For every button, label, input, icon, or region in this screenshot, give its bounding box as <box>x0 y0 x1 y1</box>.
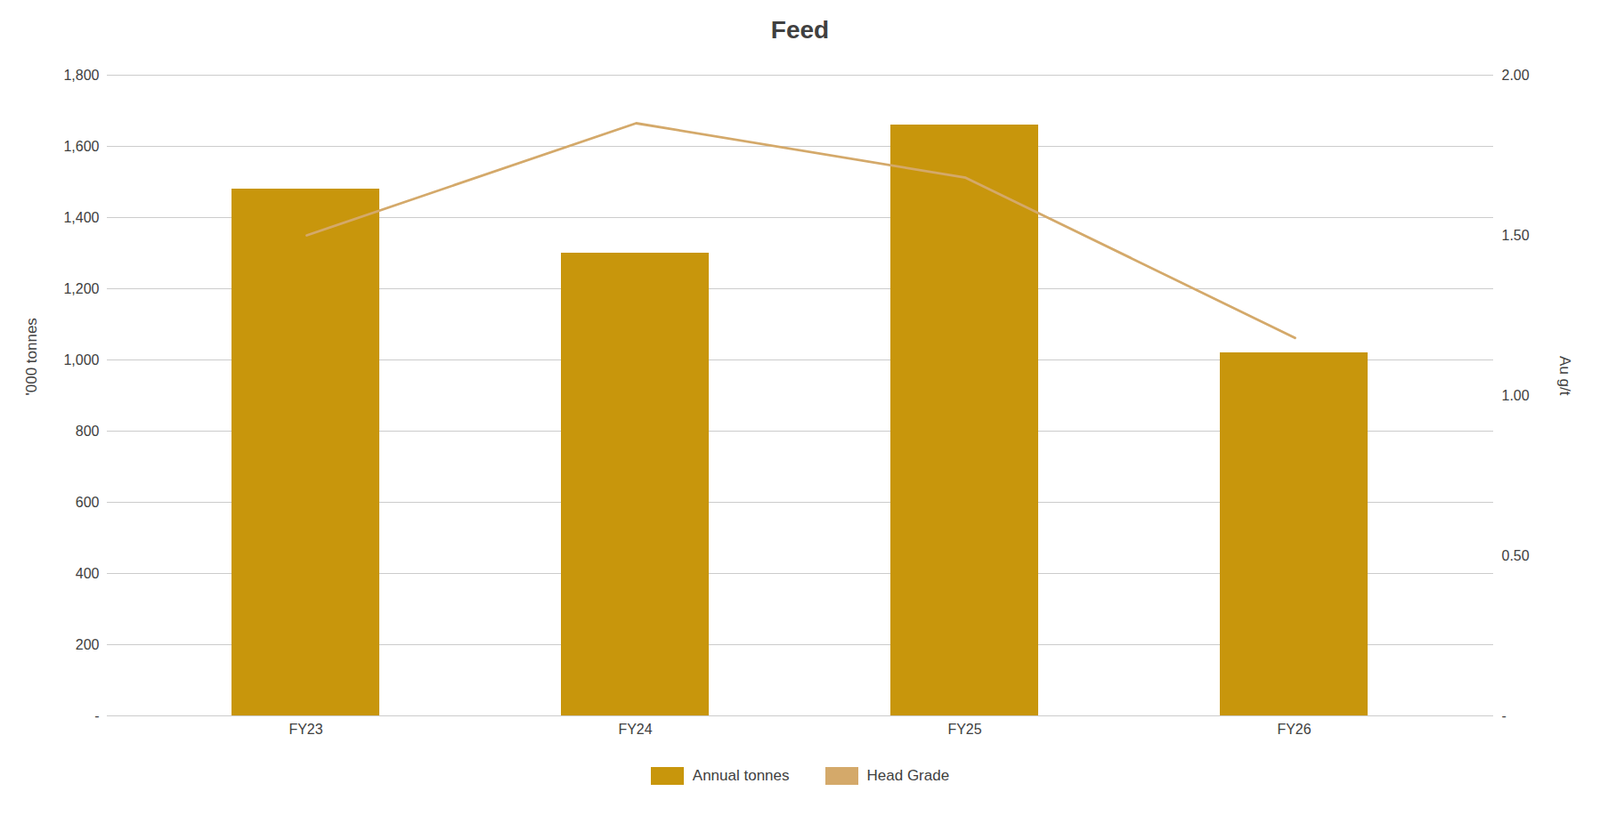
svg-text:FY23: FY23 <box>288 722 323 738</box>
svg-text:1.00: 1.00 <box>1502 388 1530 404</box>
svg-text:'000 tonnes: '000 tonnes <box>23 317 41 396</box>
svg-text:1.50: 1.50 <box>1502 227 1530 244</box>
svg-text:Au g/t: Au g/t <box>1556 356 1574 397</box>
svg-text:600: 600 <box>75 495 100 511</box>
svg-text:800: 800 <box>75 423 100 439</box>
svg-text:FY25: FY25 <box>947 722 982 738</box>
svg-text:1,000: 1,000 <box>63 352 99 368</box>
svg-text:1,600: 1,600 <box>63 138 99 155</box>
svg-text:-: - <box>1502 708 1507 724</box>
svg-text:1,400: 1,400 <box>63 210 99 226</box>
svg-text:0.50: 0.50 <box>1502 548 1530 564</box>
svg-text:200: 200 <box>75 637 100 653</box>
svg-text:2.00: 2.00 <box>1502 67 1530 83</box>
svg-text:1,200: 1,200 <box>63 281 99 297</box>
svg-text:-: - <box>94 708 99 724</box>
svg-text:FY26: FY26 <box>1276 722 1311 738</box>
html-text:Annual tonnes: Annual tonnes <box>692 767 790 785</box>
svg-text:FY24: FY24 <box>617 722 652 738</box>
html-text:Head Grade: Head Grade <box>866 767 950 785</box>
svg-text:1,800: 1,800 <box>63 67 99 83</box>
html-text:Feed: Feed <box>770 16 830 44</box>
svg-text:400: 400 <box>75 566 100 582</box>
